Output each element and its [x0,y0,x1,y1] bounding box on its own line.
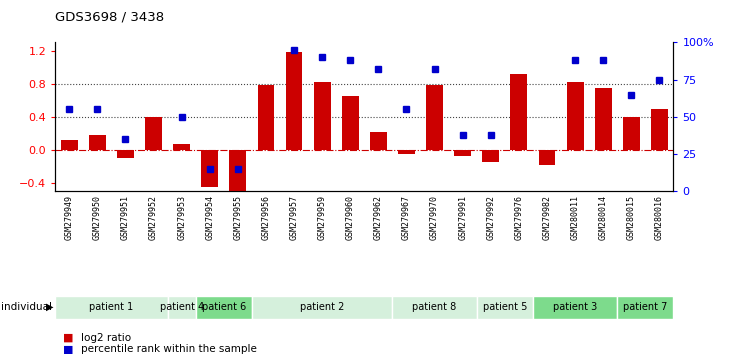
Text: GSM280011: GSM280011 [570,195,579,240]
Text: GSM280014: GSM280014 [598,195,608,240]
Bar [623,117,640,150]
Text: individual: individual [1,302,52,312]
Text: GSM280016: GSM280016 [655,195,664,240]
Bar [651,109,668,150]
Text: GSM279992: GSM279992 [486,195,495,240]
Text: GSM279970: GSM279970 [430,195,439,240]
Bar [370,132,387,150]
Bar [533,296,618,319]
Text: patient 3: patient 3 [553,302,597,312]
Bar [145,117,162,150]
Bar [55,296,168,319]
Text: GDS3698 / 3438: GDS3698 / 3438 [55,11,164,24]
Text: patient 8: patient 8 [412,302,457,312]
Text: GSM279959: GSM279959 [318,195,327,240]
Bar [117,150,134,158]
Text: ■: ■ [63,333,73,343]
Text: GSM279950: GSM279950 [93,195,102,240]
Bar [482,150,499,162]
Text: ■: ■ [63,344,73,354]
Text: GSM279949: GSM279949 [65,195,74,240]
Bar [426,85,443,150]
Bar [89,135,106,150]
Text: patient 1: patient 1 [89,302,133,312]
Bar [258,85,275,150]
Bar [539,150,556,165]
Bar [454,150,471,156]
Bar [173,144,190,150]
Bar [202,150,218,187]
Text: ▶: ▶ [46,302,54,312]
Bar [286,52,302,150]
Bar [618,296,673,319]
Text: GSM279976: GSM279976 [514,195,523,240]
Text: GSM279991: GSM279991 [459,195,467,240]
Text: GSM279960: GSM279960 [346,195,355,240]
Bar [168,296,196,319]
Bar [230,150,247,191]
Text: GSM279956: GSM279956 [261,195,270,240]
Text: GSM279957: GSM279957 [289,195,299,240]
Text: GSM279955: GSM279955 [233,195,242,240]
Bar [196,296,252,319]
Text: patient 7: patient 7 [623,302,668,312]
Bar [392,296,477,319]
Bar [342,96,358,150]
Bar [511,74,527,150]
Text: GSM280015: GSM280015 [627,195,636,240]
Bar [61,140,78,150]
Text: patient 6: patient 6 [202,302,246,312]
Bar [595,88,612,150]
Text: GSM279953: GSM279953 [177,195,186,240]
Text: percentile rank within the sample: percentile rank within the sample [81,344,257,354]
Text: patient 5: patient 5 [483,302,527,312]
Bar [314,82,330,150]
Text: log2 ratio: log2 ratio [81,333,131,343]
Bar [252,296,392,319]
Bar [567,82,584,150]
Text: GSM279951: GSM279951 [121,195,130,240]
Text: GSM279954: GSM279954 [205,195,214,240]
Text: patient 4: patient 4 [160,302,204,312]
Text: GSM279982: GSM279982 [542,195,551,240]
Text: GSM279952: GSM279952 [149,195,158,240]
Text: GSM279962: GSM279962 [374,195,383,240]
Bar [477,296,533,319]
Bar [398,150,415,154]
Text: GSM279967: GSM279967 [402,195,411,240]
Text: patient 2: patient 2 [300,302,344,312]
